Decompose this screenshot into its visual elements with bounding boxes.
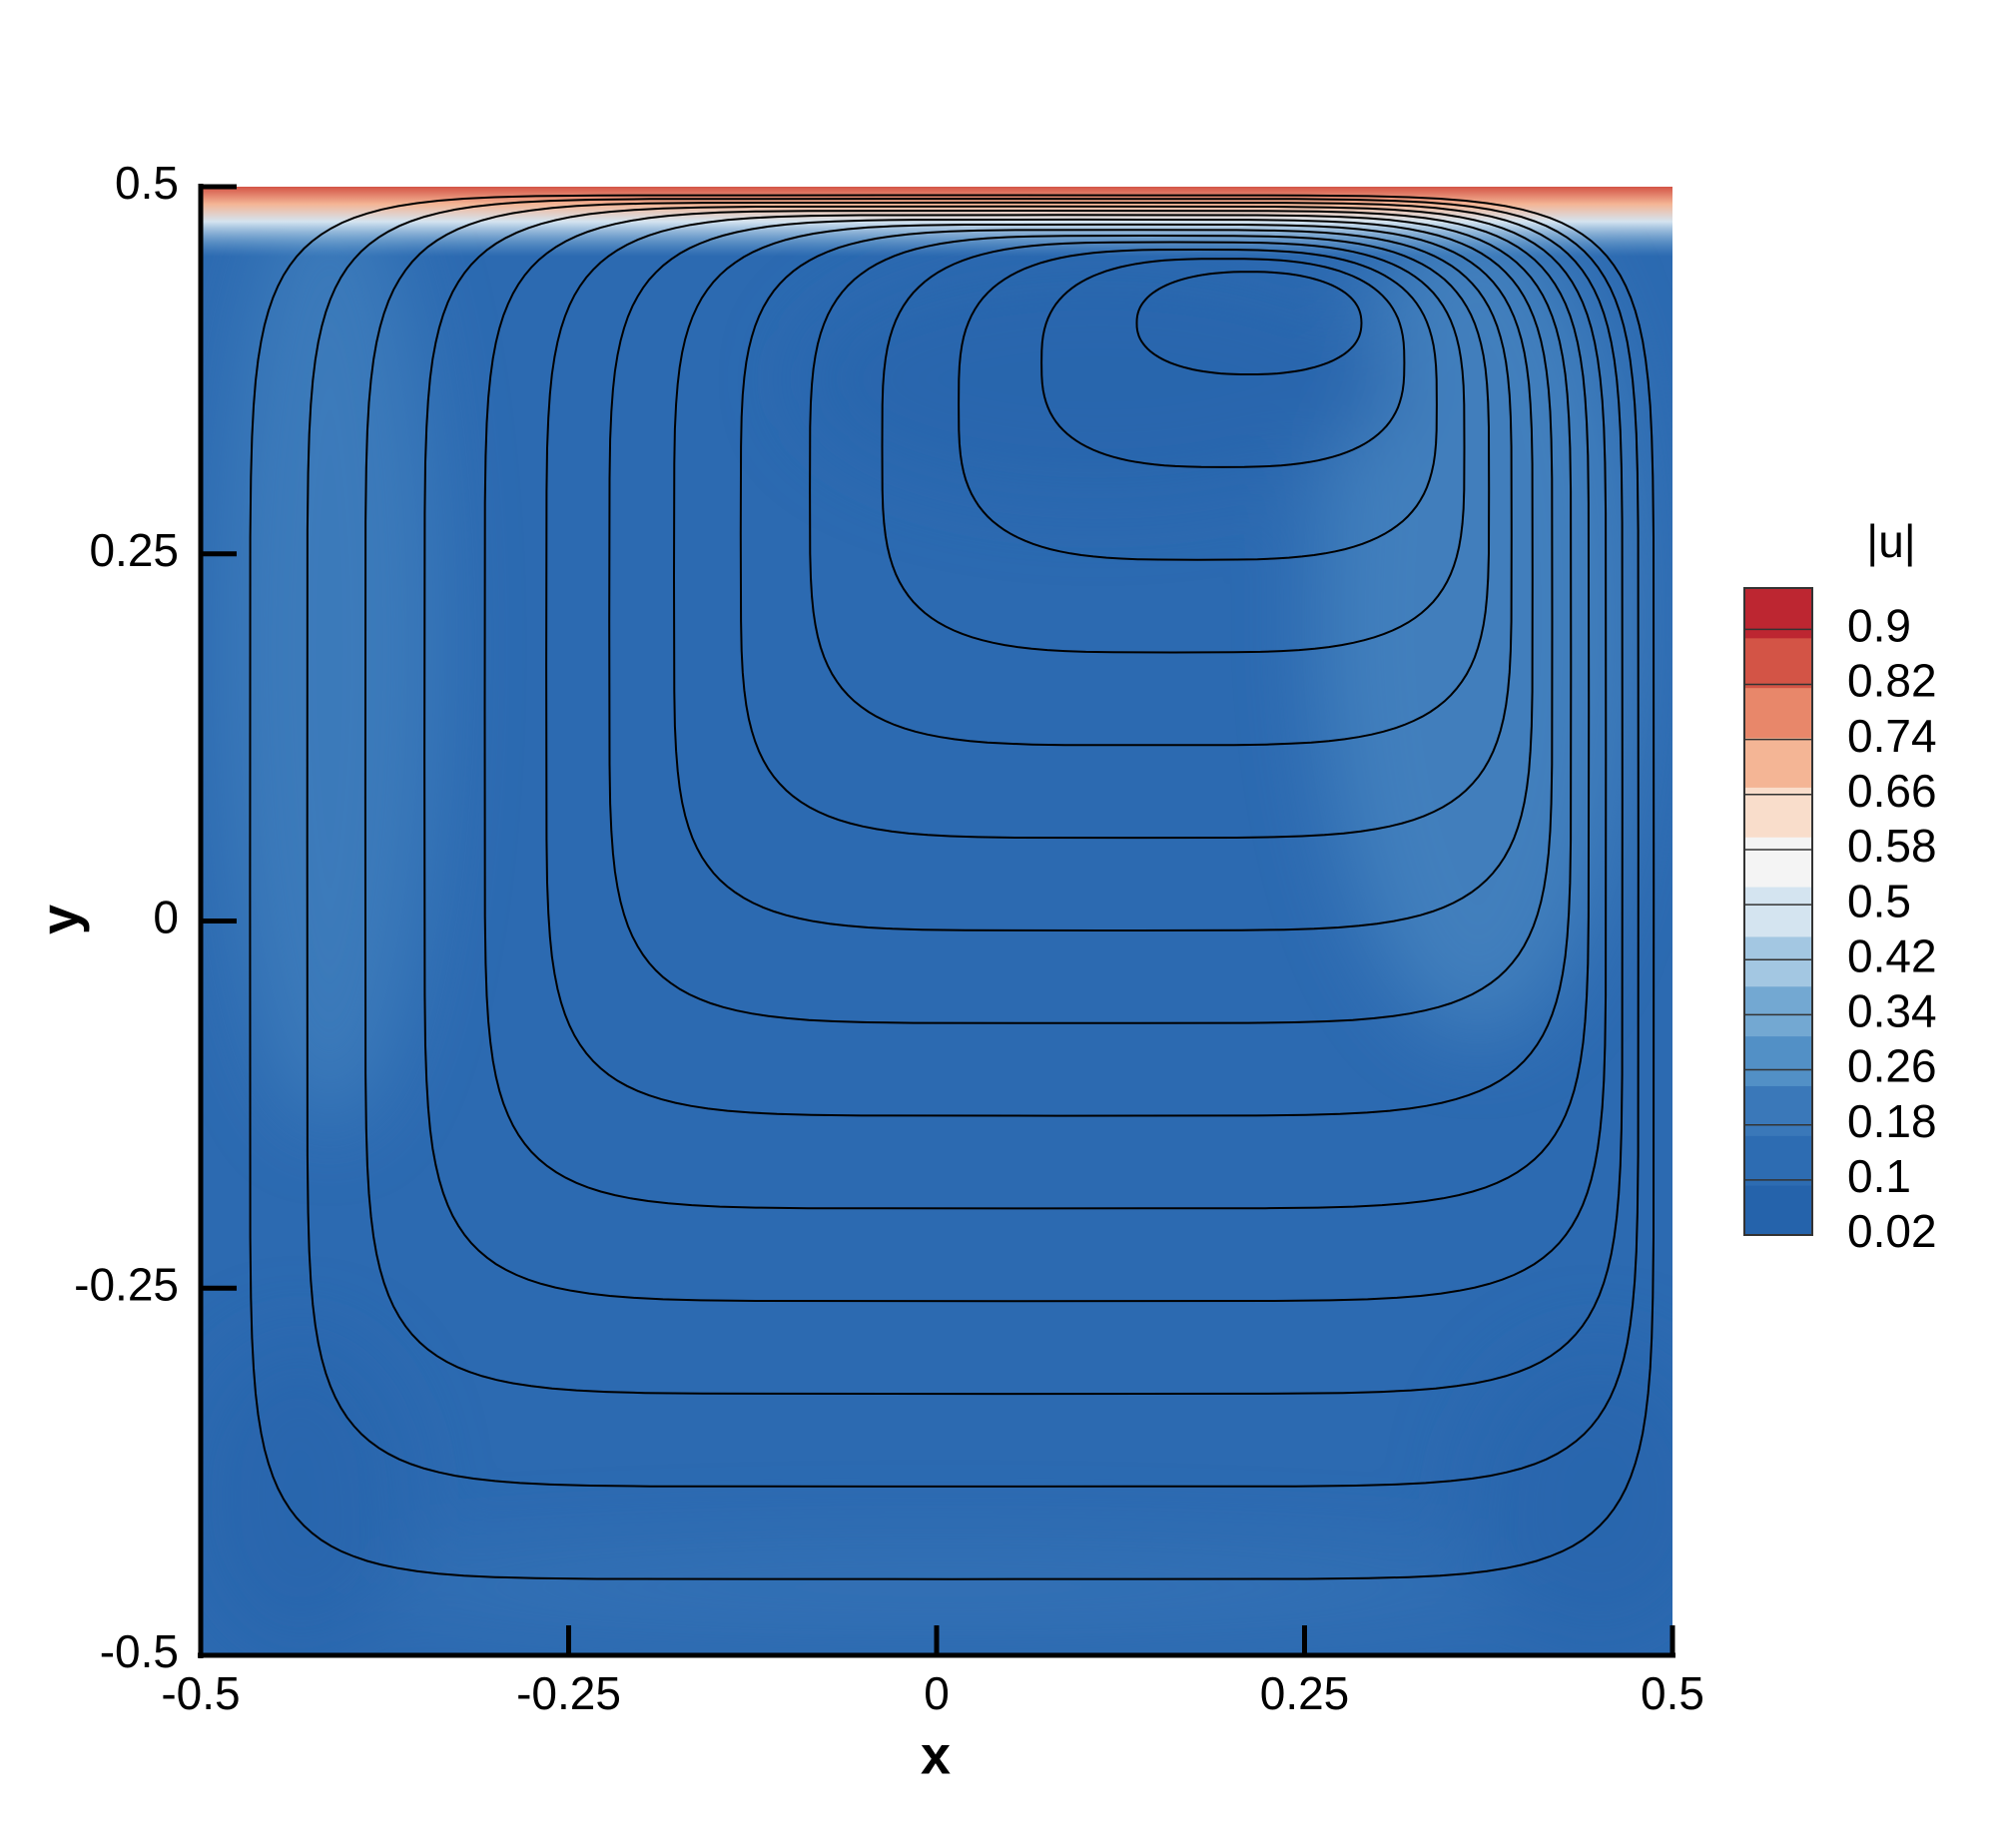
colorbar-band xyxy=(1744,1035,1812,1086)
streamline xyxy=(306,198,1640,1488)
streamline xyxy=(249,194,1656,1580)
streamline xyxy=(958,248,1438,561)
colorbar-band xyxy=(1744,985,1812,1037)
x-tick-label: -0.25 xyxy=(516,1667,621,1719)
colorbar-band xyxy=(1744,787,1812,838)
colorbar-tick-label: 0.42 xyxy=(1847,929,1937,981)
x-tick-label: 0.25 xyxy=(1260,1667,1350,1719)
colorbar-band xyxy=(1744,737,1812,788)
colorbar-tick-label: 0.74 xyxy=(1847,710,1937,762)
y-tick-label: -0.25 xyxy=(74,1258,179,1310)
colorbar-tick-label: 0.18 xyxy=(1847,1095,1937,1147)
streamline xyxy=(809,234,1491,747)
colorbar-tick-label: 0.26 xyxy=(1847,1040,1937,1092)
colorbar-band xyxy=(1744,1135,1812,1186)
colorbar-tick-label: 0.5 xyxy=(1847,875,1911,926)
streamline xyxy=(608,218,1554,1024)
x-tick-label: -0.5 xyxy=(161,1667,240,1719)
x-tick-label: 0 xyxy=(924,1667,950,1719)
colorbar-title: |u| xyxy=(1866,515,1915,567)
contour-field xyxy=(201,187,1672,1655)
streamline xyxy=(739,229,1513,840)
colorbar-band xyxy=(1744,1085,1812,1136)
colorbar-tick-label: 0.1 xyxy=(1847,1150,1911,1202)
y-tick-label: 0 xyxy=(153,892,179,943)
colorbar-tick-label: 0.34 xyxy=(1847,985,1937,1037)
streamline xyxy=(545,214,1573,1117)
streamline xyxy=(1135,271,1363,375)
colorbar-tick-label: 0.58 xyxy=(1847,820,1937,872)
y-axis-title: y xyxy=(30,905,90,934)
streamline xyxy=(672,223,1534,932)
streamline xyxy=(423,205,1608,1303)
colorbar-band xyxy=(1744,637,1812,689)
x-axis-title: x xyxy=(921,1725,951,1785)
colorbar-tick-label: 0.82 xyxy=(1847,655,1937,707)
colorbar-band xyxy=(1744,1185,1812,1236)
colorbar-band xyxy=(1744,935,1812,987)
colorbar-band xyxy=(1744,887,1812,937)
y-tick-label: -0.5 xyxy=(100,1625,179,1677)
streamline xyxy=(881,241,1466,654)
colorbar-band xyxy=(1744,588,1812,639)
colorbar-tick-label: 0.9 xyxy=(1847,600,1911,652)
colorbar-tick-label: 0.66 xyxy=(1847,765,1937,817)
colorbar-band xyxy=(1744,687,1812,739)
x-tick-label: 0.5 xyxy=(1641,1667,1704,1719)
streamline xyxy=(363,201,1624,1396)
y-tick-label: 0.5 xyxy=(115,157,179,209)
colorbar-tick-label: 0.02 xyxy=(1847,1205,1937,1257)
streamline xyxy=(483,209,1591,1210)
streamline xyxy=(1040,258,1406,468)
y-tick-label: 0.25 xyxy=(89,524,179,576)
colorbar-band xyxy=(1744,837,1812,888)
